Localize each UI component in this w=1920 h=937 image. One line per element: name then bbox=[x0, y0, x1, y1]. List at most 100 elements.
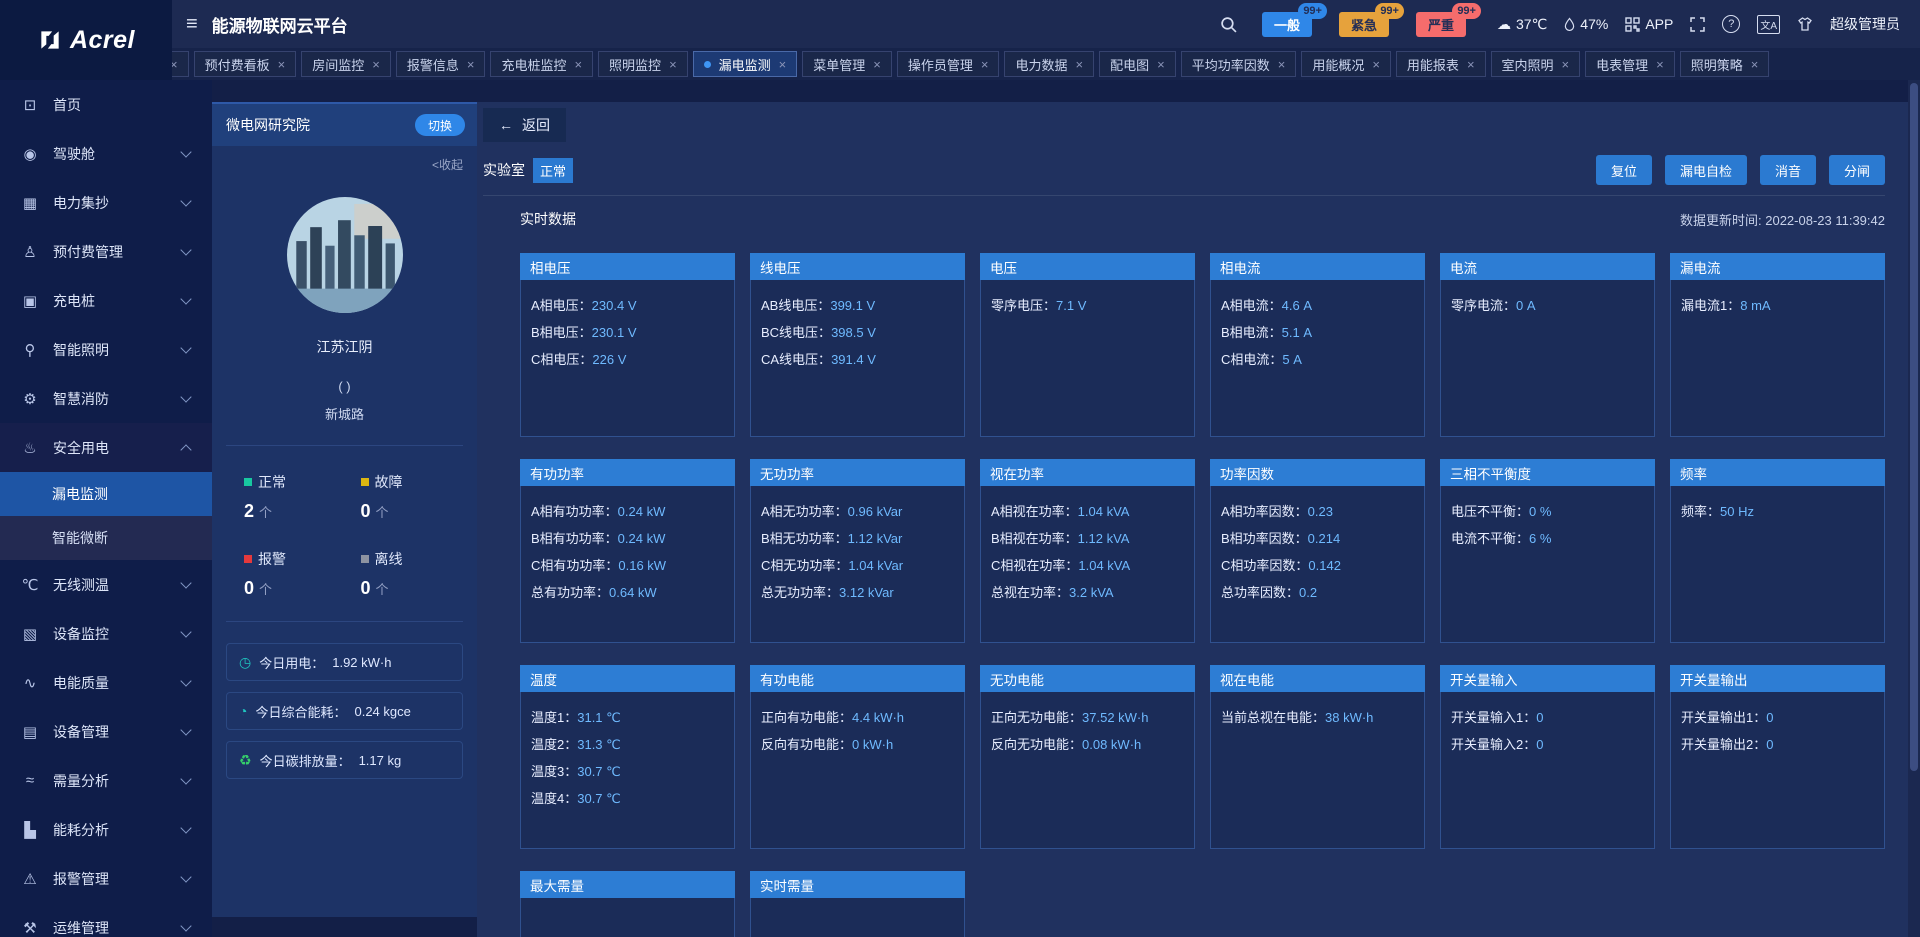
leakage-self-check-button[interactable]: 漏电自检 bbox=[1664, 155, 1747, 185]
tab-meter-manage[interactable]: 电表管理 × bbox=[1585, 51, 1675, 77]
theme-shirt-icon[interactable] bbox=[1797, 16, 1813, 32]
sidebar-item-cockpit[interactable]: ◉ 驾驶舱 bbox=[0, 129, 212, 178]
sidebar-item-label: 电能质量 bbox=[53, 674, 109, 691]
sidebar-item-alarm-manage[interactable]: ⚠ 报警管理 bbox=[0, 854, 212, 903]
sidebar-item-device-manage[interactable]: ▤ 设备管理 bbox=[0, 707, 212, 756]
language-icon[interactable]: 文A bbox=[1757, 14, 1780, 34]
sidebar-item-meter-reading[interactable]: ▦ 电力集抄 bbox=[0, 178, 212, 227]
data-row: 开关量输出1：0 bbox=[1681, 704, 1874, 731]
tab-leakage-monitor[interactable]: 漏电监测 × bbox=[692, 51, 798, 77]
tab-charging-monitor[interactable]: 充电桩监控 × bbox=[490, 51, 594, 77]
status-unit: 个 bbox=[259, 582, 273, 597]
alarm-badge-label: 一般 bbox=[1273, 17, 1300, 33]
tab-close-icon[interactable]: × bbox=[372, 56, 380, 72]
sidebar-item-ops-manage[interactable]: ⚒ 运维管理 bbox=[0, 903, 212, 937]
tab-close-icon[interactable]: × bbox=[980, 56, 989, 72]
sidebar-item-leakage-monitoring[interactable]: 漏电监测 bbox=[0, 472, 212, 516]
data-value: 0.2 bbox=[1299, 585, 1318, 600]
current-user[interactable]: 超级管理员 bbox=[1830, 16, 1900, 32]
fullscreen-icon[interactable] bbox=[1690, 16, 1706, 32]
tab-close-icon[interactable]: × bbox=[1656, 56, 1664, 72]
tab-close-icon[interactable]: × bbox=[1750, 56, 1759, 72]
tab-menu-manage[interactable]: 菜单管理 × bbox=[802, 51, 892, 77]
tab-close-icon[interactable]: × bbox=[1466, 56, 1475, 72]
sidebar-collapse-icon[interactable]: ≡ bbox=[186, 13, 198, 35]
tab-lighting-monitor[interactable]: 照明监控 × bbox=[598, 51, 688, 77]
card-line-voltage: 线电压 AB线电压：399.1 V BC线电压：398.5 V CA线电压：391.4… bbox=[750, 253, 965, 437]
status-row: 离线 bbox=[360, 549, 478, 569]
sidebar-item-power-quality[interactable]: ∿ 电能质量 bbox=[0, 658, 212, 707]
alarm-badge-urgent[interactable]: 紧急 99+ bbox=[1338, 2, 1404, 37]
tab-close-icon[interactable]: × bbox=[1561, 56, 1570, 72]
tab-avg-power-factor[interactable]: 平均功率因数 × bbox=[1180, 51, 1297, 77]
sidebar-item-energy-analysis[interactable]: ▙ 能耗分析 bbox=[0, 805, 212, 854]
data-value: 1.04 kVA bbox=[1078, 558, 1131, 573]
tab-close-icon[interactable]: × bbox=[873, 56, 881, 72]
data-label: 反向无功电能： bbox=[991, 737, 1083, 752]
alarm-badge-general[interactable]: 一般 99+ bbox=[1261, 2, 1327, 37]
tab-close-icon[interactable]: × bbox=[669, 56, 677, 72]
card-switch-input: 开关量输入 开关量输入1：0 开关量输入2：0 bbox=[1440, 665, 1655, 849]
alarm-badge-critical[interactable]: 严重 99+ bbox=[1415, 2, 1481, 37]
data-label: 开关量输出2： bbox=[1681, 737, 1767, 752]
tab-close-icon[interactable]: × bbox=[1372, 56, 1380, 72]
tab-alarm-info[interactable]: 报警信息 × bbox=[395, 51, 486, 77]
alarm-badge-count: 99+ bbox=[1375, 2, 1404, 19]
tab-energy-report[interactable]: 用能报表 × bbox=[1395, 51, 1486, 77]
switch-off-button[interactable]: 分闸 bbox=[1828, 155, 1885, 185]
tab-close-icon[interactable]: × bbox=[1157, 56, 1165, 72]
sidebar-item-electrical-safety[interactable]: ♨ 安全用电 bbox=[0, 423, 212, 472]
tab-close-icon[interactable]: × bbox=[172, 56, 178, 72]
status-unit: 个 bbox=[259, 505, 273, 520]
tab-close-icon[interactable]: × bbox=[574, 56, 583, 72]
daily-stat-value: 0.24 kgce bbox=[354, 703, 411, 719]
tab-close-icon[interactable]: × bbox=[277, 56, 286, 72]
help-icon[interactable]: ? bbox=[1722, 15, 1741, 33]
data-label: 正向无功电能： bbox=[991, 710, 1083, 725]
tab-close-icon[interactable]: × bbox=[1075, 56, 1084, 72]
switch-site-button[interactable]: 切换 bbox=[414, 114, 465, 136]
app-download[interactable]: APP bbox=[1625, 16, 1673, 32]
sidebar-item-smart-breaker[interactable]: 智能微断 bbox=[0, 516, 212, 560]
tab-energy-overview[interactable]: 用能概况 × bbox=[1301, 51, 1391, 77]
data-label: 温度3： bbox=[531, 764, 578, 779]
data-label: 反向有功电能： bbox=[761, 737, 853, 752]
collapse-panel-link[interactable]: <收起 bbox=[431, 158, 463, 172]
sidebar-item-label: 电力集抄 bbox=[53, 194, 109, 211]
sidebar-item-lighting[interactable]: ⚲ 智能照明 bbox=[0, 325, 212, 374]
mute-button[interactable]: 消音 bbox=[1759, 155, 1816, 185]
reset-button[interactable]: 复位 bbox=[1595, 155, 1652, 185]
data-value: 30.7 ℃ bbox=[577, 764, 621, 779]
data-row: B相功率因数：0.214 bbox=[1221, 525, 1414, 552]
back-button[interactable]: ← 返回 bbox=[483, 108, 566, 142]
tab-indoor-lighting[interactable]: 室内照明 × bbox=[1490, 51, 1581, 77]
tab-lighting-strategy[interactable]: 照明策略 × bbox=[1679, 51, 1770, 77]
vertical-scrollbar[interactable] bbox=[1908, 80, 1920, 937]
data-value: 0.96 kVar bbox=[847, 504, 903, 519]
sidebar-item-home[interactable]: ⊡ 首页 bbox=[0, 80, 212, 129]
sidebar-item-device-monitor[interactable]: ▧ 设备监控 bbox=[0, 609, 212, 658]
tab-room-monitor[interactable]: 房间监控 × bbox=[301, 51, 391, 77]
tab-distribution-diagram[interactable]: 配电图 × bbox=[1099, 51, 1176, 77]
tab-close-icon[interactable]: × bbox=[778, 56, 787, 72]
search-icon[interactable] bbox=[1220, 16, 1237, 33]
realtime-data-title: 实时数据 bbox=[520, 211, 576, 227]
fire-safety-icon: ⚙ bbox=[23, 390, 37, 408]
sidebar-item-fire-safety[interactable]: ⚙ 智慧消防 bbox=[0, 374, 212, 423]
tab-operator-manage[interactable]: 操作员管理 × bbox=[896, 51, 1000, 77]
tab-label: 房间监控 bbox=[312, 57, 365, 73]
tab-close-icon[interactable]: × bbox=[466, 56, 475, 72]
tab-power-data[interactable]: 电力数据 × bbox=[1004, 51, 1095, 77]
data-label: B相电压： bbox=[531, 325, 592, 340]
scrollbar-thumb[interactable] bbox=[1910, 83, 1918, 771]
tab-prepaid-board[interactable]: 预付费看板 × bbox=[193, 51, 297, 77]
tab-clipped[interactable]: 控× bbox=[172, 51, 189, 77]
chevron-down-icon bbox=[180, 391, 192, 403]
sidebar-item-prepaid[interactable]: ♙ 预付费管理 bbox=[0, 227, 212, 276]
sidebar-item-charging-pile[interactable]: ▣ 充电桩 bbox=[0, 276, 212, 325]
data-row: 正向有功电能：4.4 kW·h bbox=[761, 704, 954, 731]
tab-close-icon[interactable]: × bbox=[1277, 56, 1286, 72]
chevron-down-icon bbox=[180, 675, 192, 687]
sidebar-item-demand-analysis[interactable]: ≈ 需量分析 bbox=[0, 756, 212, 805]
sidebar-item-wireless-temp[interactable]: ℃ 无线测温 bbox=[0, 560, 212, 609]
